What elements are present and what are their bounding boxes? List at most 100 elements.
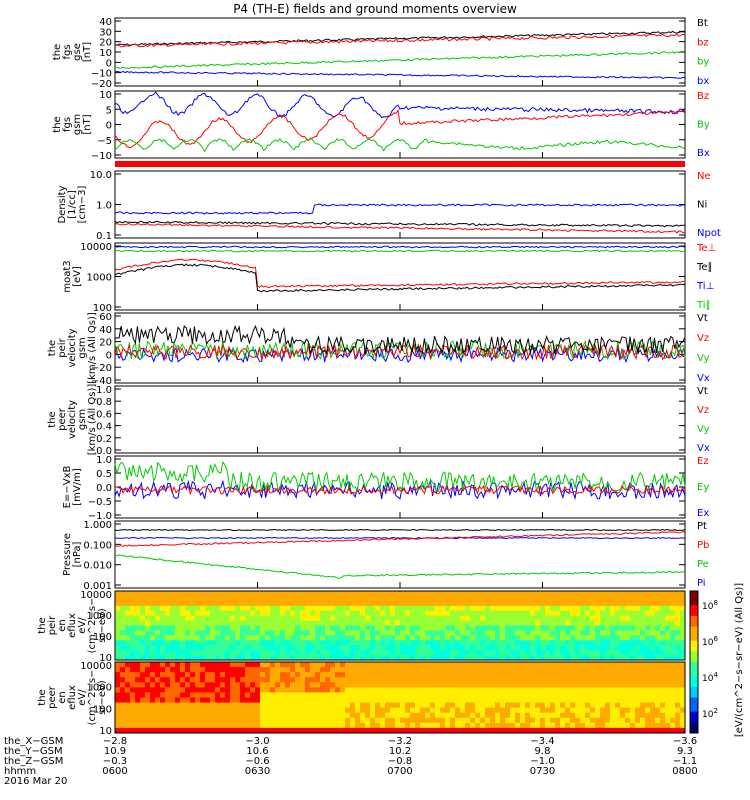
- spec-cell: [650, 727, 656, 734]
- spec-cell: [495, 717, 501, 724]
- spec-cell: [500, 717, 506, 724]
- spec-cell: [585, 702, 591, 709]
- spec-cell: [215, 697, 221, 704]
- spec-cell: [180, 625, 186, 631]
- spec-cell: [580, 591, 586, 597]
- spec-cell: [175, 605, 181, 612]
- spec-cell: [125, 727, 131, 734]
- spec-cell: [370, 640, 376, 646]
- spec-cell: [230, 687, 236, 693]
- spec-cell: [670, 662, 676, 668]
- spec-cell: [200, 672, 206, 678]
- spec-cell: [360, 625, 366, 631]
- spec-cell: [330, 591, 336, 597]
- spec-cell: [330, 615, 336, 622]
- series-Pi: [114, 536, 686, 540]
- spec-cell: [465, 677, 471, 683]
- spec-cell: [190, 682, 196, 688]
- spec-cell: [470, 615, 476, 622]
- spec-cell: [590, 692, 596, 698]
- spec-cell: [135, 687, 141, 693]
- spec-cell: [270, 630, 276, 636]
- spec-cell: [210, 727, 216, 734]
- spec-cell: [535, 591, 541, 597]
- spec-cell: [120, 650, 126, 656]
- spec-cell: [280, 645, 286, 651]
- spec-cell: [390, 672, 396, 678]
- spec-cell: [155, 662, 161, 668]
- spec-cell: [545, 595, 551, 602]
- spec-cell: [340, 712, 346, 719]
- spec-cell: [280, 672, 286, 678]
- spec-cell: [180, 707, 186, 714]
- spec-cell: [225, 717, 231, 724]
- spec-cell: [535, 662, 541, 668]
- spec-cell: [455, 625, 461, 631]
- ytick-label: 1000: [87, 611, 112, 622]
- spec-cell: [320, 610, 326, 617]
- spec-cell: [600, 722, 606, 729]
- spec-cell: [630, 667, 636, 673]
- spec-cell: [305, 717, 311, 724]
- spec-cell: [340, 625, 346, 631]
- spec-cell: [625, 650, 631, 656]
- spec-cell: [670, 610, 676, 617]
- spec-cell: [405, 615, 411, 622]
- spec-cell: [235, 682, 241, 688]
- spec-cell: [230, 717, 236, 724]
- spec-cell: [395, 610, 401, 617]
- spec-cell: [495, 640, 501, 646]
- spec-cell: [575, 712, 581, 719]
- spec-cell: [275, 687, 281, 693]
- spec-cell: [240, 615, 246, 622]
- spec-cell: [415, 625, 421, 631]
- spec-cell: [665, 697, 671, 704]
- spec-cell: [235, 595, 241, 602]
- spec-cell: [410, 682, 416, 688]
- spec-cell: [170, 645, 176, 651]
- spec-cell: [200, 697, 206, 704]
- spec-cell: [680, 727, 686, 734]
- spec-cell: [170, 702, 176, 709]
- spec-cell: [530, 667, 536, 673]
- spec-cell: [665, 717, 671, 724]
- spec-cell: [460, 712, 466, 719]
- spec-cell: [420, 722, 426, 729]
- spec-cell: [335, 692, 341, 698]
- spec-cell: [635, 682, 641, 688]
- spec-cell: [305, 687, 311, 693]
- spec-cell: [430, 687, 436, 693]
- spec-cell: [285, 630, 291, 636]
- spec-cell: [535, 682, 541, 688]
- spec-cell: [400, 645, 406, 651]
- spec-cell: [230, 605, 236, 612]
- spec-cell: [175, 702, 181, 709]
- spec-cell: [130, 620, 136, 626]
- spec-cell: [475, 682, 481, 688]
- spec-cell: [555, 682, 561, 688]
- spec-cell: [315, 615, 321, 622]
- ylabel-line: sr−eV): [97, 608, 108, 643]
- spec-cell: [575, 650, 581, 656]
- spec-cell: [535, 677, 541, 683]
- spec-cell: [660, 615, 666, 622]
- spec-cell: [595, 667, 601, 673]
- spec-cell: [660, 650, 666, 656]
- spec-cell: [295, 620, 301, 626]
- spec-cell: [460, 727, 466, 734]
- spec-cell: [310, 707, 316, 714]
- spec-cell: [465, 650, 471, 656]
- spec-cell: [600, 677, 606, 683]
- spec-cell: [665, 677, 671, 683]
- spec-cell: [490, 640, 496, 646]
- spec-cell: [280, 620, 286, 626]
- spec-cell: [380, 620, 386, 626]
- spec-cell: [340, 600, 346, 607]
- spec-cell: [400, 600, 406, 607]
- spec-cell: [680, 640, 686, 646]
- spec-cell: [335, 645, 341, 651]
- spec-cell: [610, 677, 616, 683]
- spec-cell: [370, 650, 376, 656]
- spec-cell: [400, 687, 406, 693]
- spec-cell: [470, 635, 476, 641]
